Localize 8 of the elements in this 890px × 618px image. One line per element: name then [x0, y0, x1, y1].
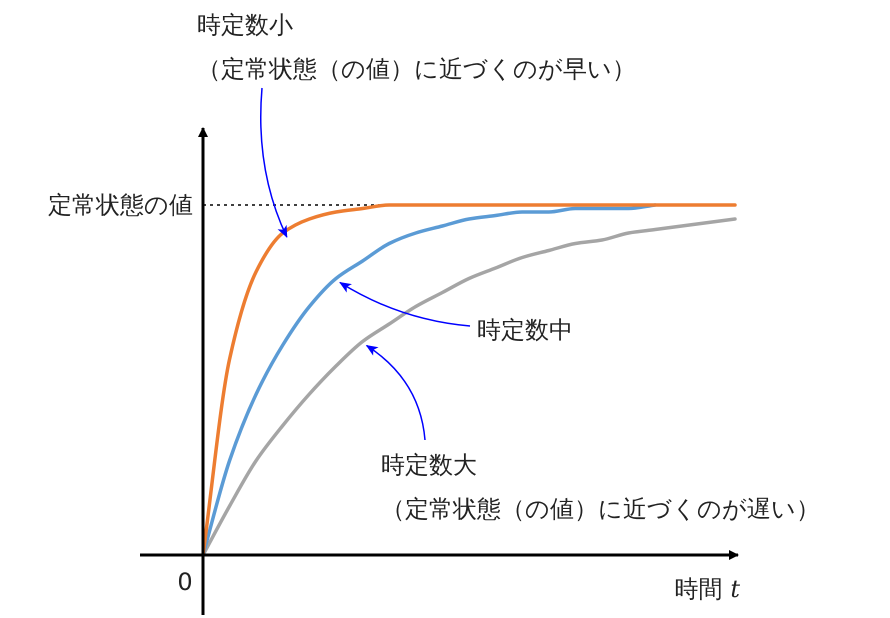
text: 時定数小: [197, 11, 293, 39]
x-axis-title: 時間 t: [674, 575, 740, 603]
text: （定常状態（の値）に近づくのが早い）: [197, 55, 636, 83]
text: 0: [177, 568, 193, 596]
annotation: 時定数大: [381, 451, 477, 479]
annotation: （定常状態（の値）に近づくのが遅い）: [381, 495, 820, 523]
ref-line-label: 定常状態の値: [48, 191, 193, 219]
annotation: 時定数中: [477, 316, 573, 344]
